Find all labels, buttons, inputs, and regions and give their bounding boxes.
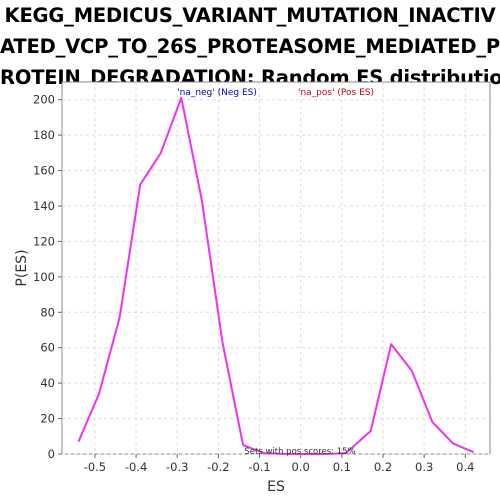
x-tick-label: 0.2 xyxy=(374,460,392,474)
y-tick-label: 200 xyxy=(33,93,55,107)
pos-scores-annotation: Sets with pos scores: 15% xyxy=(244,447,355,457)
x-tick-label: 0.3 xyxy=(415,460,433,474)
y-tick-label: 20 xyxy=(40,412,55,426)
x-tick-label: -0.5 xyxy=(84,460,106,474)
y-axis-label: P(ES) xyxy=(14,249,30,286)
grid-lines xyxy=(62,82,490,455)
y-tick-label: 0 xyxy=(48,447,55,461)
legend-neg: 'na_neg' (Neg ES) xyxy=(177,88,257,98)
x-tick-label: -0.1 xyxy=(248,460,270,474)
series-line xyxy=(77,96,474,455)
x-tick-label: 0.4 xyxy=(456,460,474,474)
y-tick-label: 120 xyxy=(33,234,55,248)
plot-background xyxy=(61,81,491,455)
y-tick-label: 80 xyxy=(40,305,55,319)
legend-pos: 'na_pos' (Pos ES) xyxy=(298,88,374,98)
chart-title-line-1: KEGG_MEDICUS_VARIANT_MUTATION_INACTIV xyxy=(4,4,496,27)
x-tick-label: 0.0 xyxy=(292,460,310,474)
y-tick-label: 160 xyxy=(33,164,55,178)
series-layer xyxy=(77,96,474,455)
x-tick-label: 0.1 xyxy=(333,460,351,474)
y-tick-label: 60 xyxy=(40,341,55,355)
x-tick-label: -0.2 xyxy=(207,460,229,474)
chart-title-line-2: ATED_VCP_TO_26S_PROTEASOME_MEDIATED_P xyxy=(0,35,500,58)
y-tick-label: 40 xyxy=(40,376,55,390)
x-tick-label: -0.3 xyxy=(166,460,188,474)
y-tick-label: 140 xyxy=(33,199,55,213)
axis-ticks: -0.5 -0.4 -0.3 -0.2 -0.1 0.0 0.1 0.2 0.3 0.4 0 20 40… xyxy=(33,93,474,474)
y-tick-label: 100 xyxy=(33,270,55,284)
x-tick-label: -0.4 xyxy=(125,460,147,474)
y-tick-label: 180 xyxy=(33,128,55,142)
x-axis-label: ES xyxy=(267,479,285,495)
